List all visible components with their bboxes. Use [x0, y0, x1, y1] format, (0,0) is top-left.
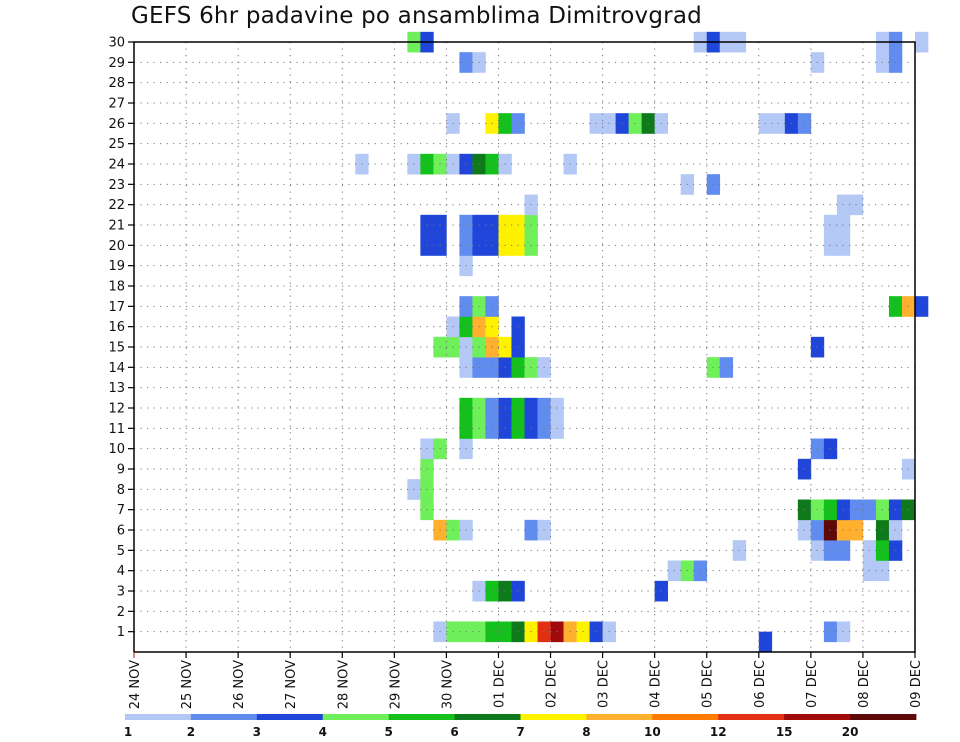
- colorbar-swatch: [388, 714, 455, 720]
- x-tick-label: 27 NOV: [284, 660, 299, 709]
- colorbar-swatch: [520, 714, 587, 720]
- heatmap-cell: [758, 631, 773, 653]
- y-tick-label: 21: [108, 219, 125, 234]
- colorbar-label: 2: [187, 725, 195, 739]
- y-tick-label: 26: [108, 117, 125, 132]
- x-tick-label: 28 NOV: [336, 660, 351, 709]
- x-tick-label: 08 DEC: [857, 660, 872, 708]
- x-tick-label: 06 DEC: [753, 660, 768, 708]
- x-tick-label: 25 NOV: [180, 660, 195, 709]
- x-tick-label: 09 DEC: [909, 660, 924, 708]
- y-tick-label: 14: [108, 361, 125, 376]
- colorbar-label: 6: [450, 725, 458, 739]
- y-tick-label: 7: [117, 503, 125, 518]
- colorbar-swatch: [586, 714, 653, 720]
- y-tick-label: 10: [108, 442, 125, 457]
- colorbar-swatch: [652, 714, 719, 720]
- y-tick-label: 15: [108, 341, 125, 356]
- colorbar-swatch: [322, 714, 390, 720]
- y-tick-label: 11: [108, 422, 125, 437]
- colorbar-swatch: [784, 714, 851, 720]
- grid: [134, 41, 915, 652]
- x-tick-label: 24 NOV: [128, 660, 143, 709]
- colorbar-label: 3: [253, 725, 261, 739]
- heatmap-cells: [355, 31, 929, 653]
- y-axis-ticks: 1234567891011121314151617181920212223242…: [108, 36, 134, 640]
- heatmap-cell: [915, 296, 929, 317]
- colorbar-label: 5: [384, 725, 392, 739]
- colorbar-swatch: [190, 714, 258, 720]
- x-tick-label: 05 DEC: [701, 660, 716, 708]
- y-tick-label: 16: [108, 320, 125, 335]
- x-tick-label: 07 DEC: [805, 660, 820, 708]
- colorbar: 1 2 3 4 5 6 7 8 10 12 15 20: [124, 714, 917, 739]
- colorbar-label: 15: [776, 725, 793, 739]
- y-tick-label: 9: [117, 463, 125, 478]
- y-tick-label: 3: [117, 585, 125, 600]
- x-tick-label: 26 NOV: [232, 660, 247, 709]
- y-tick-label: 30: [108, 36, 125, 51]
- y-tick-label: 24: [108, 158, 125, 173]
- y-tick-label: 25: [108, 137, 125, 152]
- y-tick-label: 5: [117, 544, 125, 559]
- colorbar-label: 7: [516, 725, 524, 739]
- y-tick-label: 1: [117, 625, 125, 640]
- colorbar-swatch: [454, 714, 521, 720]
- y-tick-label: 19: [108, 259, 125, 274]
- x-tick-label: 03 DEC: [597, 660, 612, 708]
- y-tick-label: 20: [108, 239, 125, 254]
- y-tick-label: 22: [108, 198, 125, 213]
- y-tick-label: 17: [108, 300, 125, 315]
- x-tick-label: 29 NOV: [388, 660, 403, 709]
- y-tick-label: 6: [117, 524, 125, 539]
- x-axis-ticks: 24 NOV 25 NOV 26 NOV 27 NOV 28 NOV 29 NOV 30 N…: [128, 652, 924, 709]
- colorbar-label: 4: [319, 725, 327, 739]
- colorbar-label: 1: [124, 725, 132, 739]
- y-tick-label: 13: [108, 381, 125, 396]
- x-tick-label: 01 DEC: [492, 660, 507, 708]
- x-tick-label: 30 NOV: [440, 660, 455, 709]
- colorbar-label: 8: [582, 725, 590, 739]
- colorbar-label: 12: [710, 725, 727, 739]
- y-tick-label: 27: [108, 97, 125, 112]
- x-tick-label: 04 DEC: [649, 660, 664, 708]
- x-tick-label: 02 DEC: [545, 660, 560, 708]
- colorbar-swatch: [718, 714, 785, 720]
- y-tick-label: 18: [108, 280, 125, 295]
- chart-title: GEFS 6hr padavine po ansamblima Dimitrov…: [131, 3, 702, 29]
- y-tick-label: 12: [108, 402, 125, 417]
- y-tick-label: 29: [108, 56, 125, 71]
- y-tick-label: 28: [108, 76, 125, 91]
- y-tick-label: 4: [117, 564, 125, 579]
- colorbar-swatch: [256, 714, 324, 720]
- colorbar-swatch: [850, 714, 917, 720]
- colorbar-label: 10: [644, 725, 661, 739]
- y-tick-label: 23: [108, 178, 125, 193]
- colorbar-swatch: [125, 714, 192, 720]
- heatmap-cell: [915, 31, 929, 53]
- colorbar-label: 20: [842, 725, 859, 739]
- y-tick-label: 8: [117, 483, 125, 498]
- y-tick-label: 2: [117, 605, 125, 620]
